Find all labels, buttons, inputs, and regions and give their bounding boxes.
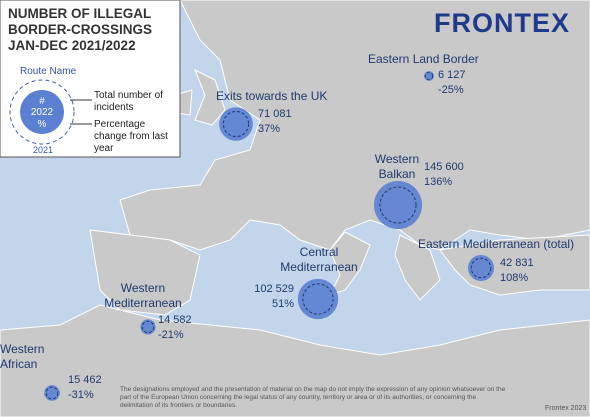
route-total: 102 529 [254, 283, 294, 295]
legend-year: 2022 [30, 107, 54, 118]
route-bubble [373, 180, 423, 230]
previous-ring [141, 320, 155, 334]
route-total: 42 831 [500, 257, 534, 269]
legend-box [0, 0, 181, 158]
route-name: Eastern Mediterranean (total) [418, 237, 575, 251]
route-name: Central Mediterranean [280, 245, 358, 274]
route-bubble [219, 107, 253, 141]
previous-ring [470, 257, 492, 279]
legend-ring [9, 79, 75, 145]
legend-previous: 2021 [33, 145, 54, 155]
previous-ring [302, 283, 334, 315]
route-name: Exits towards the UK [216, 89, 328, 103]
legend-percent: % [37, 119, 47, 130]
route-total: 15 462 [68, 374, 102, 386]
previous-ring [424, 71, 434, 81]
route-bubble [467, 254, 495, 282]
route-total: 71 081 [258, 108, 292, 120]
title: NUMBER OF ILLEGAL BORDER-CROSSINGS JAN-D… [8, 6, 153, 53]
route-name: Eastern Land Border [368, 52, 479, 66]
route-change: 108% [500, 272, 529, 284]
route-change: 37% [258, 123, 281, 135]
route-total: 6 127 [438, 69, 466, 81]
previous-ring [379, 186, 417, 224]
logo: FRONTEX [434, 8, 571, 38]
route-name: Western Mediterranean [104, 281, 182, 310]
legend-change: Percentage change from last year [94, 119, 168, 154]
disclaimer: The designations employed and the presen… [120, 386, 506, 409]
previous-ring [222, 110, 250, 138]
credit: Frontex 2023 [545, 405, 587, 412]
legend-count: # [39, 96, 45, 107]
route-change: -21% [158, 329, 184, 341]
previous-ring [45, 386, 59, 400]
route-change: 51% [271, 298, 294, 310]
route-name: Western Balkan [374, 152, 420, 181]
route-change: -31% [68, 389, 94, 401]
legend-route: Route Name [20, 66, 77, 77]
route-change: -25% [438, 84, 464, 96]
route-name: Western African [0, 342, 45, 371]
route-total: 145 600 [424, 161, 464, 173]
route-bubble [297, 278, 339, 320]
legend-total: Total number of incidents [94, 90, 163, 113]
route-change: 136% [424, 176, 453, 188]
route-total: 14 582 [158, 314, 192, 326]
legend-bubble [20, 90, 64, 134]
